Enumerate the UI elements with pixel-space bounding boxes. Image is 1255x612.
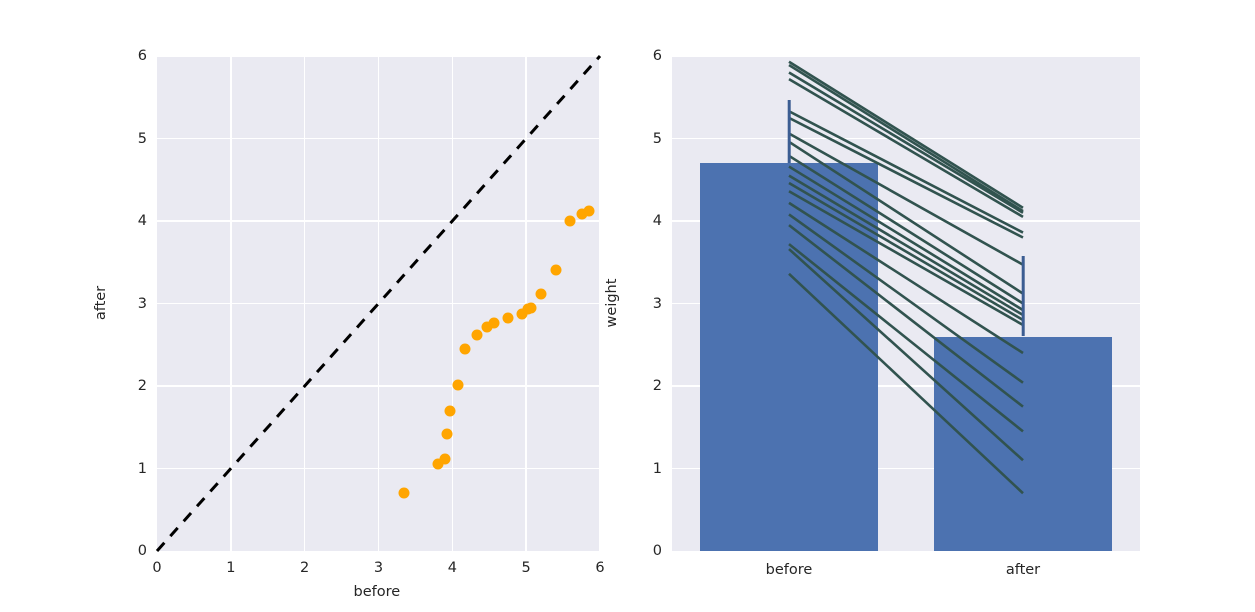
x-tick-label-after: after bbox=[1005, 562, 1041, 578]
connecting-line bbox=[788, 272, 1024, 495]
connecting-line bbox=[788, 63, 1024, 213]
y-tick-label: 1 bbox=[652, 460, 662, 477]
scatter-point bbox=[459, 343, 471, 355]
scatter-x-axis-title: before bbox=[353, 584, 401, 600]
scatter-point bbox=[583, 205, 595, 217]
x-tick-label: 3 bbox=[373, 560, 384, 576]
y-tick-label: 2 bbox=[137, 377, 147, 394]
scatter-point bbox=[398, 487, 410, 499]
y-tick-label: 5 bbox=[137, 130, 147, 147]
error-bar-after bbox=[1021, 255, 1025, 337]
gridline-horizontal bbox=[672, 302, 1140, 305]
gridline-horizontal bbox=[672, 55, 1140, 57]
connecting-line bbox=[788, 110, 1024, 234]
scatter-point bbox=[535, 288, 547, 300]
y-tick-label: 0 bbox=[137, 542, 147, 559]
gridline-horizontal bbox=[672, 385, 1140, 387]
bar-y-axis-title: weight bbox=[604, 278, 620, 327]
y-tick-label: 2 bbox=[652, 377, 662, 394]
scatter-point bbox=[550, 264, 562, 276]
connecting-line bbox=[788, 132, 1024, 266]
connecting-line bbox=[788, 77, 1024, 218]
x-tick-label-before: before bbox=[765, 562, 813, 578]
scatter-point bbox=[564, 215, 576, 227]
gridline-vertical bbox=[599, 56, 601, 551]
error-bar-before bbox=[787, 99, 791, 164]
scatter-point bbox=[516, 308, 528, 320]
y-tick-label: 6 bbox=[137, 47, 147, 64]
connecting-line bbox=[788, 224, 1024, 408]
y-tick-label: 5 bbox=[652, 130, 662, 147]
scatter-point bbox=[432, 458, 444, 470]
bar-after bbox=[934, 336, 1112, 551]
scatter-panel: 0 1 2 3 4 5 6 0 1 2 3 4 5 6 before after bbox=[93, 47, 605, 600]
gridline-horizontal bbox=[672, 467, 1140, 470]
connecting-line bbox=[788, 243, 1024, 433]
x-tick-label: 6 bbox=[595, 560, 605, 576]
scatter-point bbox=[576, 208, 588, 220]
scatter-point bbox=[441, 428, 453, 440]
x-tick-label: 4 bbox=[447, 560, 457, 576]
gridline-vertical bbox=[377, 56, 380, 551]
connecting-line bbox=[788, 60, 1024, 209]
scatter-y-axis-title: after bbox=[93, 285, 109, 320]
gridline-horizontal bbox=[672, 220, 1140, 222]
y-tick-label: 1 bbox=[137, 460, 147, 477]
y-tick-label: 3 bbox=[652, 295, 662, 312]
bar-before bbox=[700, 163, 878, 551]
y-tick-label: 6 bbox=[652, 47, 662, 64]
x-tick-label: 2 bbox=[300, 560, 310, 576]
connecting-line bbox=[788, 154, 1024, 305]
scatter-point bbox=[525, 302, 537, 314]
connecting-line bbox=[788, 213, 1024, 384]
connecting-line bbox=[788, 71, 1024, 214]
gridline-vertical bbox=[451, 56, 454, 551]
scatter-point bbox=[439, 453, 451, 465]
connecting-line bbox=[788, 174, 1024, 317]
paired-connecting-lines bbox=[788, 60, 1024, 495]
y-tick-label: 0 bbox=[652, 542, 662, 559]
connecting-line bbox=[788, 116, 1024, 239]
y-tick-label: 4 bbox=[137, 212, 147, 229]
bar-panel: before after 0 1 2 3 4 5 6 weight bbox=[604, 0, 1255, 612]
x-tick-label: 0 bbox=[152, 560, 162, 576]
scatter-point bbox=[481, 321, 493, 333]
y-tick-label: 4 bbox=[652, 212, 662, 229]
gridline-horizontal bbox=[157, 55, 600, 57]
connecting-line bbox=[788, 181, 1024, 322]
x-tick-label: 1 bbox=[226, 560, 236, 576]
connecting-line bbox=[788, 248, 1024, 462]
y-tick-label: 3 bbox=[137, 295, 147, 312]
scatter-point bbox=[488, 317, 500, 329]
scatter-point bbox=[471, 329, 483, 341]
connecting-line bbox=[788, 165, 1024, 312]
gridline-vertical bbox=[303, 56, 306, 551]
connecting-line bbox=[788, 140, 1024, 295]
connecting-line bbox=[788, 201, 1024, 355]
scatter-point bbox=[444, 405, 456, 417]
scatter-point bbox=[502, 312, 514, 324]
x-tick-label: 5 bbox=[521, 560, 531, 576]
connecting-line bbox=[788, 190, 1024, 327]
scatter-point bbox=[452, 379, 463, 391]
identity-line bbox=[155, 54, 602, 553]
gridline-vertical bbox=[230, 56, 232, 551]
